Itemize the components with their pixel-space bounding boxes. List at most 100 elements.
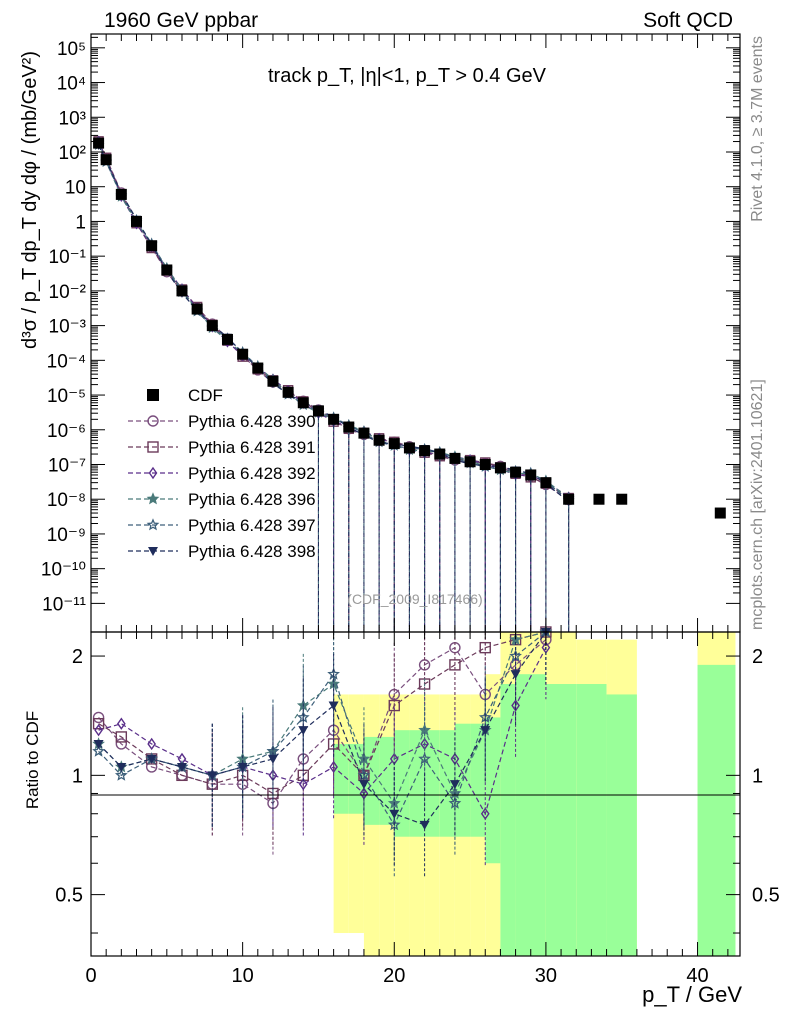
- band-green: [333, 743, 349, 814]
- pythia-curve-5: [94, 141, 574, 632]
- cdf-point: [282, 386, 294, 398]
- ratio-marker: [419, 820, 430, 830]
- band-yellow: [363, 694, 380, 956]
- ratio-marker: [267, 754, 278, 764]
- y-tick-label: 10³: [59, 108, 86, 129]
- cdf-point: [373, 434, 385, 446]
- y-tick-label: 10⁻¹⁰: [41, 560, 86, 581]
- ratio-y-tick-label-right: 1: [752, 765, 763, 787]
- ratio-line: [98, 631, 547, 827]
- ratio-marker: [418, 752, 431, 765]
- y-tick-label: 10⁻⁵: [47, 386, 86, 407]
- cdf-point: [419, 445, 431, 457]
- header-left: 1960 GeV ppbar: [104, 9, 258, 32]
- ratio-marker: [116, 717, 126, 730]
- band-green: [439, 730, 455, 837]
- legend-label: CDF: [188, 386, 223, 405]
- ratio-curve-5: [93, 628, 551, 877]
- watermark: (CDF_2009_I817466): [347, 591, 482, 607]
- y-tick-label: 1: [75, 212, 86, 233]
- ratio-marker: [114, 768, 128, 781]
- ratio-line: [98, 631, 547, 795]
- band-green: [576, 684, 607, 956]
- cdf-point: [130, 215, 142, 227]
- cdf-point: [593, 493, 605, 505]
- band-green: [500, 684, 516, 956]
- band-green: [470, 723, 486, 837]
- y-tick-label: 10⁻²: [49, 282, 87, 303]
- legend-label: Pythia 6.428 392: [188, 464, 316, 483]
- cdf-point: [616, 493, 628, 505]
- legend-marker: [148, 547, 158, 556]
- axes: 0 10 20 30 40 10⁻¹¹ 10⁻¹⁰ 10⁻⁹ 10⁻⁸ 10⁻⁷ 10⁻⁶ 10⁻⁵ 1…: [41, 34, 780, 987]
- y-tick-label: 10⁻³: [49, 317, 87, 338]
- cdf-point: [449, 452, 461, 464]
- pythia-line: [98, 142, 569, 501]
- cdf-point: [464, 456, 476, 468]
- ratio-marker: [511, 699, 520, 712]
- legend: CDF Pythia 6.428 390 Pythia 6.428 391 Pythi…: [128, 386, 316, 561]
- ratio-y-tick-label-right: 2: [752, 646, 763, 668]
- band-green: [545, 684, 577, 956]
- cdf-point: [403, 442, 415, 454]
- cdf-point: [267, 375, 279, 387]
- legend-label: Pythia 6.428 390: [188, 412, 316, 431]
- ratio-marker: [116, 762, 127, 772]
- ratio-marker: [94, 723, 103, 737]
- y-tick-label: 10⁻¹¹: [42, 594, 86, 615]
- cdf-point: [328, 413, 340, 425]
- ratio-marker: [237, 762, 248, 772]
- cdf-point: [434, 448, 446, 460]
- cdf-point: [252, 362, 264, 374]
- band-green: [515, 674, 546, 956]
- cdf-point: [115, 188, 127, 200]
- ratio-series: [92, 625, 553, 877]
- cdf-point: [146, 240, 158, 252]
- ratio-marker: [147, 737, 157, 751]
- ratio-marker: [92, 711, 105, 724]
- ratio-y-tick-label-right: 0.5: [752, 885, 780, 907]
- y-tick-label: 10⁻⁴: [47, 351, 86, 372]
- y-tick-label: 10⁴: [57, 74, 86, 95]
- ratio-marker: [510, 670, 521, 680]
- ratio-marker: [358, 780, 369, 790]
- cdf-point: [494, 462, 506, 474]
- ratio-line: [98, 631, 547, 826]
- ratio-line: [98, 647, 547, 816]
- y-tick-label: 10: [65, 178, 86, 199]
- cdf-point: [161, 264, 173, 276]
- ratio-marker: [479, 641, 491, 654]
- ratio-marker: [146, 754, 157, 764]
- x-tick-label: 10: [232, 965, 254, 987]
- ratio-marker: [448, 796, 462, 809]
- legend-marker: [147, 415, 159, 427]
- y-tick-label: 10⁻⁶: [47, 421, 86, 442]
- rivet-label: Rivet 4.1.0, ≥ 3.7M events: [749, 36, 766, 222]
- y-tick-label: 10⁻⁹: [47, 525, 86, 546]
- ratio-frame: [90, 631, 741, 957]
- ratio-marker: [388, 699, 400, 712]
- y-tick-label: 10²: [59, 143, 86, 164]
- legend-label: Pythia 6.428 391: [188, 438, 316, 457]
- cdf-point: [358, 427, 370, 439]
- ratio-y-axis-label: Ratio to CDF: [23, 711, 42, 809]
- ratio-marker: [176, 762, 187, 772]
- cdf-point: [221, 333, 233, 345]
- cdf-point: [237, 348, 249, 360]
- mcplots-label: mcplots.cern.ch [arXiv:2401.10621]: [749, 379, 766, 630]
- x-tick-label: 0: [85, 965, 96, 987]
- ratio-marker: [389, 809, 400, 819]
- cdf-point: [525, 469, 537, 481]
- main-series: [92, 135, 726, 632]
- ratio-marker: [328, 701, 339, 711]
- band-green: [606, 694, 637, 956]
- ratio-marker: [115, 731, 128, 743]
- ratio-marker: [93, 739, 104, 749]
- cdf-point: [388, 438, 400, 450]
- band-green: [394, 730, 410, 837]
- legend-marker: [148, 466, 158, 480]
- x-tick-label: 30: [535, 965, 557, 987]
- ratio-y-tick-label: 0.5: [55, 885, 83, 907]
- cdf-point: [100, 154, 112, 166]
